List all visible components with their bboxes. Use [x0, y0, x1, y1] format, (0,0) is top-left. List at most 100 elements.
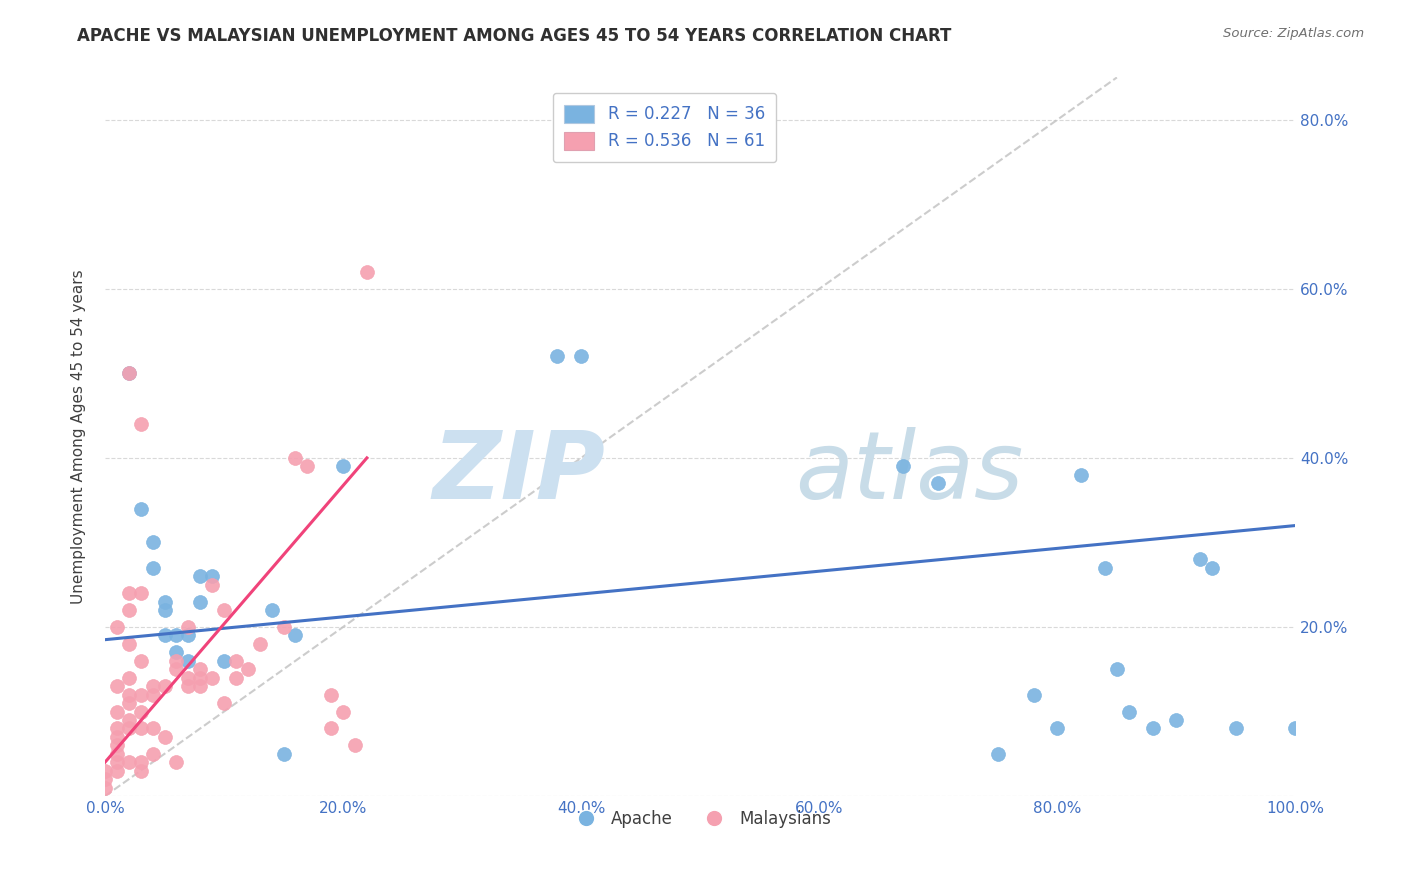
- Point: [94, 780, 117, 795]
- Point: [356, 265, 378, 279]
- Point: [105, 739, 128, 753]
- Point: [177, 671, 200, 685]
- Point: [105, 679, 128, 693]
- Legend: Apache, Malaysians: Apache, Malaysians: [562, 803, 838, 835]
- Point: [129, 417, 152, 431]
- Point: [236, 662, 259, 676]
- Point: [129, 654, 152, 668]
- Point: [1105, 662, 1128, 676]
- Point: [1225, 722, 1247, 736]
- Point: [1022, 688, 1045, 702]
- Point: [105, 756, 128, 770]
- Text: Source: ZipAtlas.com: Source: ZipAtlas.com: [1223, 27, 1364, 40]
- Point: [321, 688, 343, 702]
- Point: [129, 586, 152, 600]
- Point: [118, 637, 141, 651]
- Point: [142, 747, 165, 761]
- Point: [165, 662, 187, 676]
- Point: [546, 350, 568, 364]
- Point: [129, 756, 152, 770]
- Point: [129, 705, 152, 719]
- Point: [153, 730, 176, 744]
- Point: [118, 688, 141, 702]
- Point: [142, 722, 165, 736]
- Point: [105, 764, 128, 778]
- Point: [249, 637, 271, 651]
- Point: [142, 688, 165, 702]
- Point: [118, 367, 141, 381]
- Point: [343, 739, 366, 753]
- Point: [201, 671, 224, 685]
- Point: [188, 671, 211, 685]
- Point: [891, 459, 914, 474]
- Point: [165, 654, 187, 668]
- Point: [153, 628, 176, 642]
- Point: [225, 654, 247, 668]
- Point: [201, 569, 224, 583]
- Point: [142, 679, 165, 693]
- Point: [284, 450, 307, 465]
- Point: [165, 628, 187, 642]
- Point: [188, 594, 211, 608]
- Point: [105, 705, 128, 719]
- Point: [212, 654, 235, 668]
- Point: [260, 603, 283, 617]
- Point: [201, 578, 224, 592]
- Point: [1166, 713, 1188, 727]
- Point: [321, 722, 343, 736]
- Text: atlas: atlas: [796, 427, 1024, 518]
- Point: [118, 603, 141, 617]
- Point: [129, 501, 152, 516]
- Y-axis label: Unemployment Among Ages 45 to 54 years: Unemployment Among Ages 45 to 54 years: [72, 269, 86, 604]
- Point: [1118, 705, 1140, 719]
- Point: [297, 459, 319, 474]
- Point: [569, 350, 592, 364]
- Point: [129, 722, 152, 736]
- Point: [1284, 722, 1306, 736]
- Point: [153, 679, 176, 693]
- Point: [273, 620, 295, 634]
- Point: [273, 747, 295, 761]
- Point: [332, 705, 354, 719]
- Point: [118, 722, 141, 736]
- Point: [212, 696, 235, 710]
- Point: [332, 459, 354, 474]
- Point: [1094, 561, 1116, 575]
- Point: [129, 764, 152, 778]
- Point: [1201, 561, 1223, 575]
- Point: [188, 662, 211, 676]
- Point: [118, 696, 141, 710]
- Point: [1046, 722, 1069, 736]
- Point: [1142, 722, 1164, 736]
- Point: [188, 679, 211, 693]
- Point: [212, 603, 235, 617]
- Point: [94, 764, 117, 778]
- Point: [118, 367, 141, 381]
- Point: [177, 654, 200, 668]
- Point: [153, 594, 176, 608]
- Point: [987, 747, 1010, 761]
- Point: [142, 535, 165, 549]
- Point: [165, 756, 187, 770]
- Point: [105, 722, 128, 736]
- Point: [153, 603, 176, 617]
- Text: ZIP: ZIP: [432, 426, 605, 518]
- Point: [105, 730, 128, 744]
- Point: [142, 561, 165, 575]
- Point: [177, 620, 200, 634]
- Point: [118, 586, 141, 600]
- Point: [225, 671, 247, 685]
- Point: [105, 747, 128, 761]
- Point: [927, 476, 949, 491]
- Point: [118, 713, 141, 727]
- Point: [105, 620, 128, 634]
- Point: [118, 671, 141, 685]
- Point: [1070, 467, 1092, 482]
- Point: [284, 628, 307, 642]
- Text: APACHE VS MALAYSIAN UNEMPLOYMENT AMONG AGES 45 TO 54 YEARS CORRELATION CHART: APACHE VS MALAYSIAN UNEMPLOYMENT AMONG A…: [77, 27, 952, 45]
- Point: [1189, 552, 1212, 566]
- Point: [118, 756, 141, 770]
- Point: [188, 569, 211, 583]
- Point: [177, 628, 200, 642]
- Point: [177, 679, 200, 693]
